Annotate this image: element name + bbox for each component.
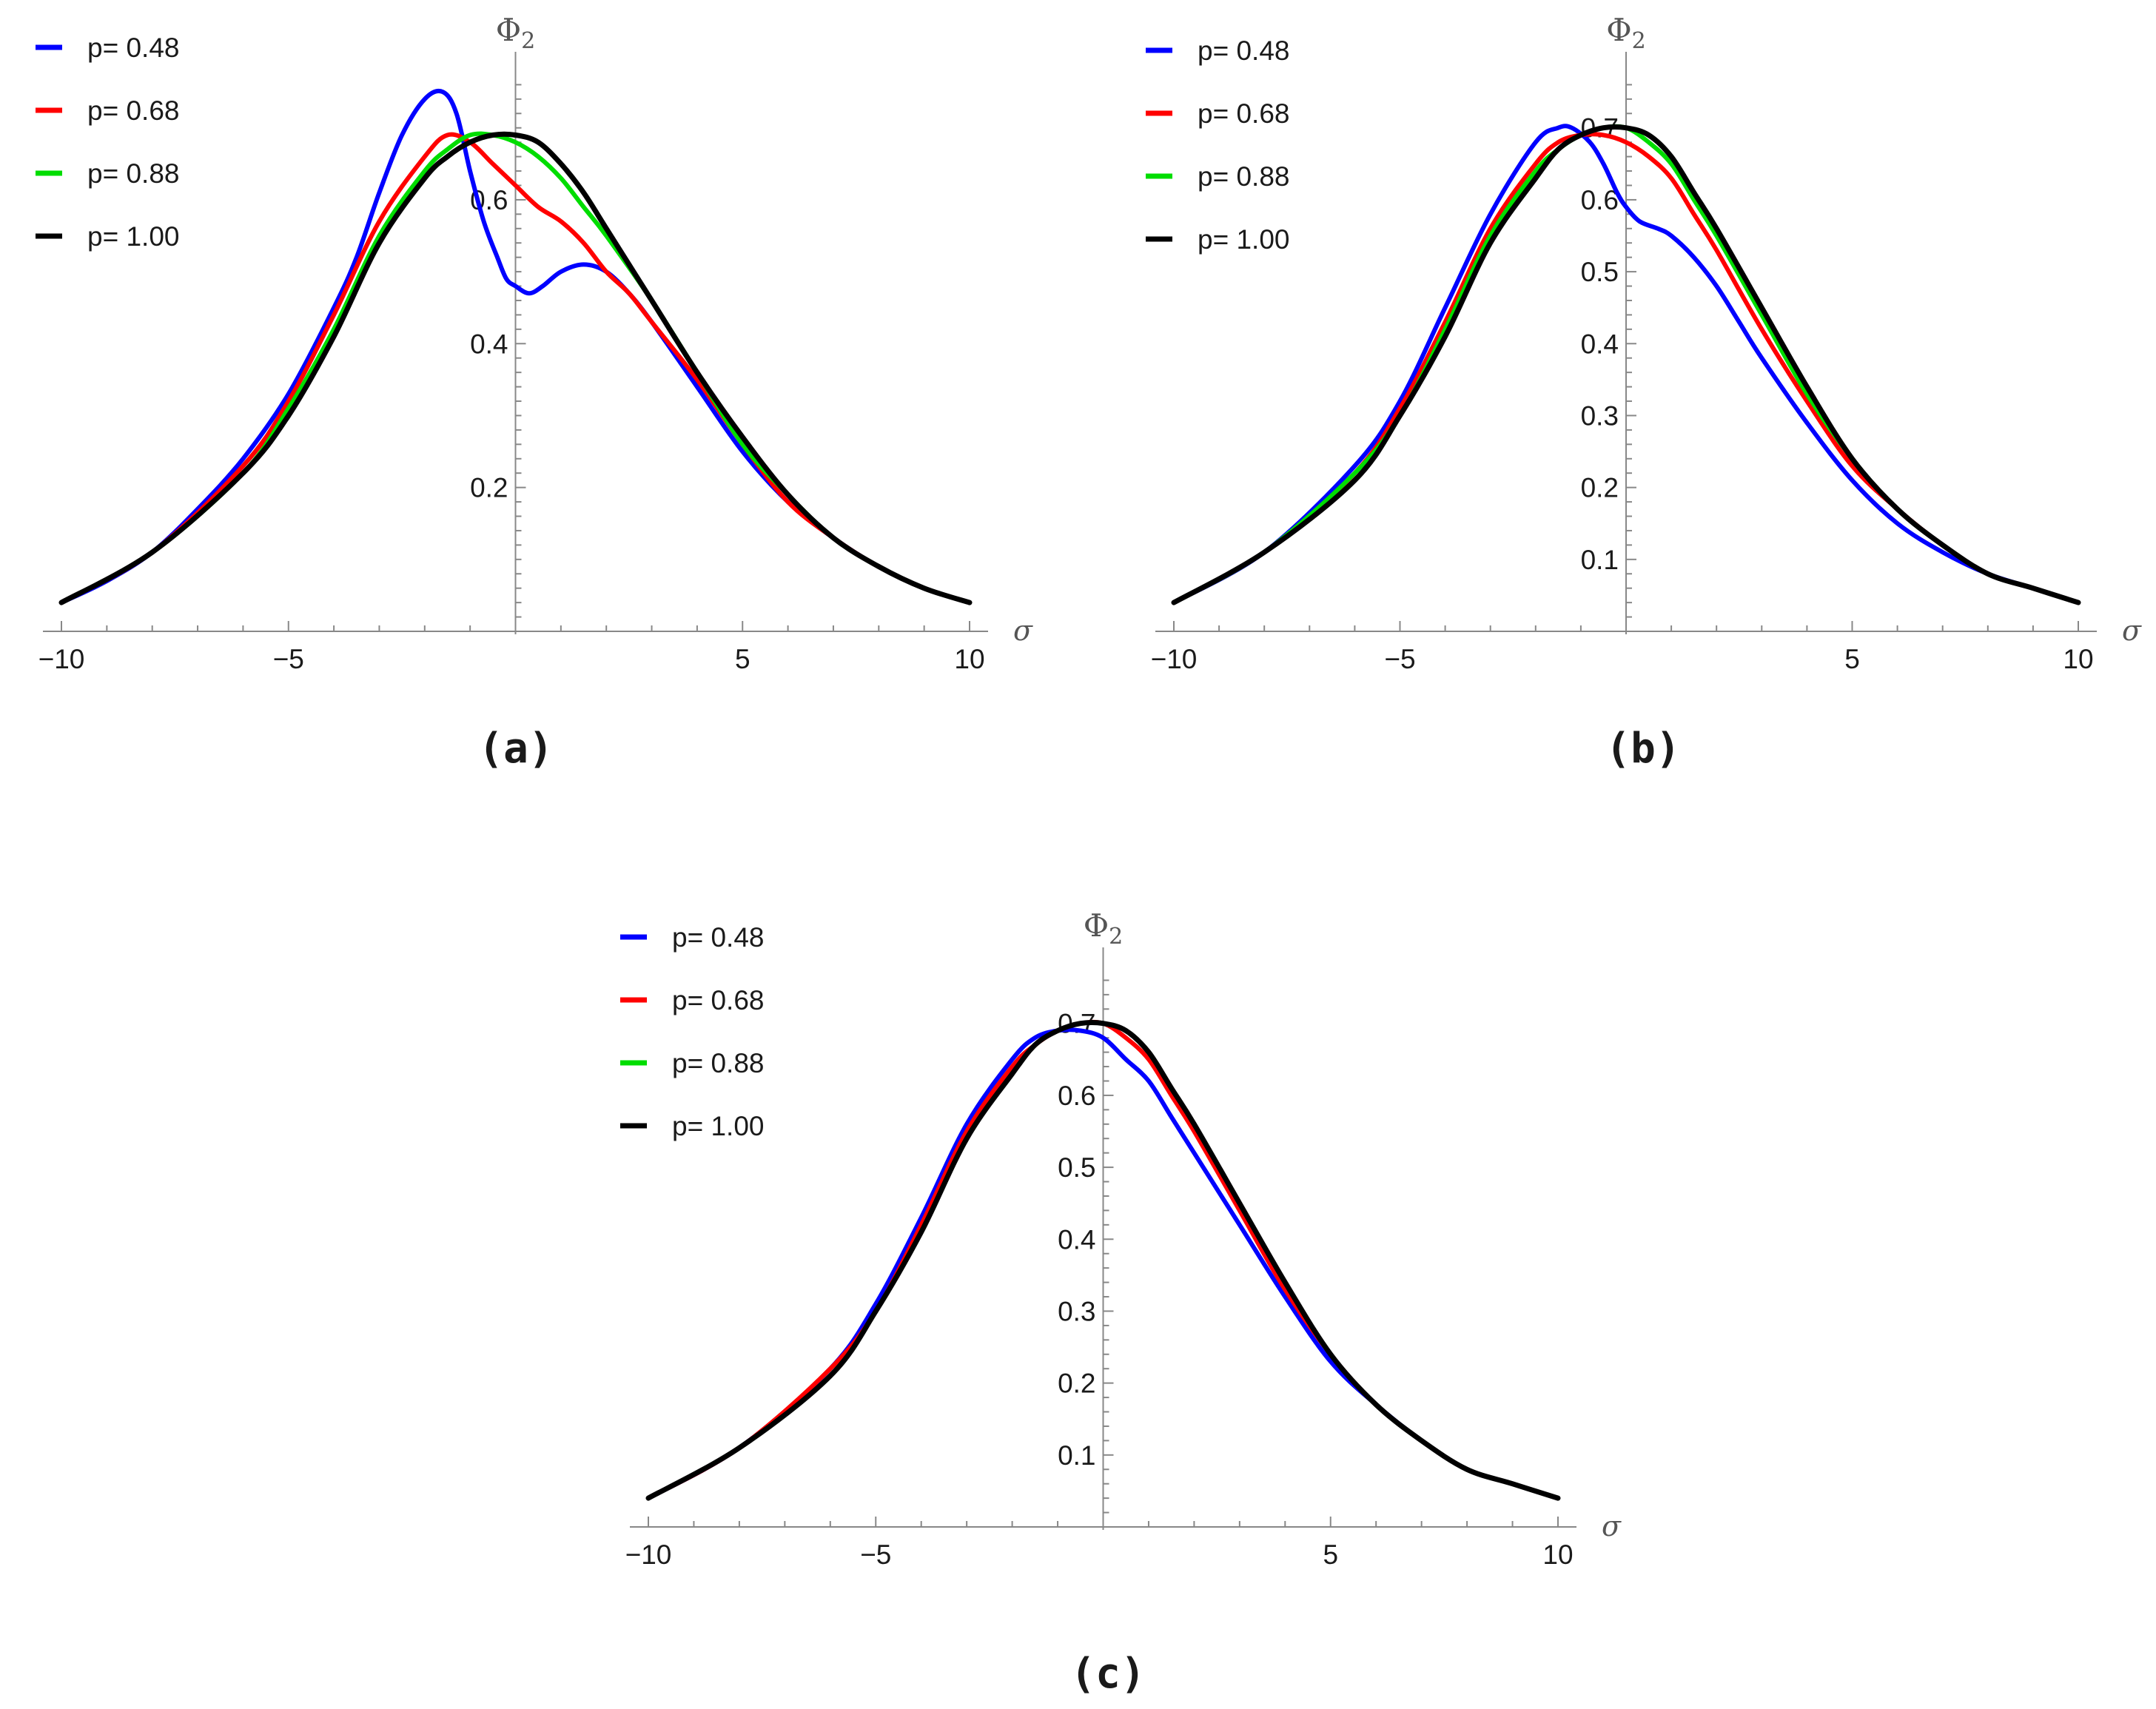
x-tick-label: −10 [1151, 644, 1198, 674]
x-tick-label: −5 [1384, 644, 1415, 674]
y-tick-label: 0.1 [1058, 1440, 1095, 1471]
y-tick-label: 0.3 [1581, 400, 1619, 431]
panel-c-legend: p= 0.48 p= 0.68 p= 0.88 p= 1.00 [620, 922, 764, 1141]
legend-label: p= 1.00 [1198, 224, 1289, 255]
y-tick-label: 0.6 [1581, 185, 1619, 215]
y-tick-label: 0.5 [1581, 257, 1619, 287]
x-tick-label: −5 [860, 1540, 891, 1570]
x-tick-label: −5 [273, 644, 304, 674]
y-axis-title: Φ2 [1084, 907, 1124, 950]
x-tick-label: −10 [38, 644, 85, 674]
x-tick-label: 5 [1844, 644, 1860, 674]
series-line-068 [59, 132, 972, 605]
x-tick-label: 5 [1323, 1540, 1338, 1570]
panel-a-legend: p= 0.48 p= 0.68 p= 0.88 p= 1.00 [36, 33, 179, 252]
legend-label: p= 1.00 [672, 1111, 764, 1141]
x-tick-label: 10 [1542, 1540, 1573, 1570]
x-tick-label: 5 [735, 644, 750, 674]
legend-label: p= 0.88 [87, 158, 179, 189]
y-tick-label: 0.2 [470, 473, 508, 503]
legend-label: p= 0.48 [672, 922, 764, 953]
x-tick-label: 10 [954, 644, 984, 674]
y-axis-title: Φ2 [496, 12, 536, 54]
series-line-048 [59, 88, 972, 605]
y-tick-label: 0.4 [1581, 329, 1619, 359]
y-axis-title: Φ2 [1606, 12, 1646, 54]
y-tick-label: 0.4 [470, 329, 508, 359]
series-line-100 [645, 1020, 1561, 1501]
legend-label: p= 0.48 [1198, 36, 1289, 66]
series-line-048 [1172, 124, 2081, 605]
panel-a-caption: (a) [478, 725, 553, 773]
y-tick-label: 0.2 [1058, 1369, 1095, 1399]
legend-label: p= 1.00 [87, 221, 179, 252]
panel-c-series [645, 1019, 1561, 1501]
legend-label: p= 0.68 [87, 95, 179, 126]
y-tick-label: 0.6 [1058, 1081, 1095, 1111]
series-line-100 [58, 131, 973, 605]
x-axis-title: σ [1602, 1510, 1622, 1542]
legend-label: p= 0.88 [672, 1048, 764, 1078]
legend-label: p= 0.88 [1198, 161, 1289, 192]
y-tick-label: 0.5 [1058, 1152, 1095, 1183]
x-tick-label: −10 [625, 1540, 672, 1570]
panel-b-legend: p= 0.48 p= 0.68 p= 0.88 p= 1.00 [1146, 36, 1289, 255]
series-line-100 [1171, 124, 2081, 605]
y-tick-label: 0.3 [1058, 1296, 1095, 1326]
y-tick-label: 0.1 [1581, 545, 1619, 575]
x-axis-title: σ [1013, 614, 1033, 647]
panel-b-caption: (b) [1605, 725, 1680, 773]
y-tick-label: 0.4 [1058, 1224, 1095, 1255]
legend-label: p= 0.48 [87, 33, 179, 63]
x-axis-title: σ [2122, 614, 2142, 647]
legend-label: p= 0.68 [672, 985, 764, 1015]
panel-c-caption: (c) [1070, 1650, 1145, 1698]
y-tick-label: 0.2 [1581, 473, 1619, 503]
legend-label: p= 0.68 [1198, 98, 1289, 129]
panel-b-series [1171, 124, 2081, 605]
panel-a-series [58, 88, 973, 605]
x-tick-label: 10 [2063, 644, 2093, 674]
